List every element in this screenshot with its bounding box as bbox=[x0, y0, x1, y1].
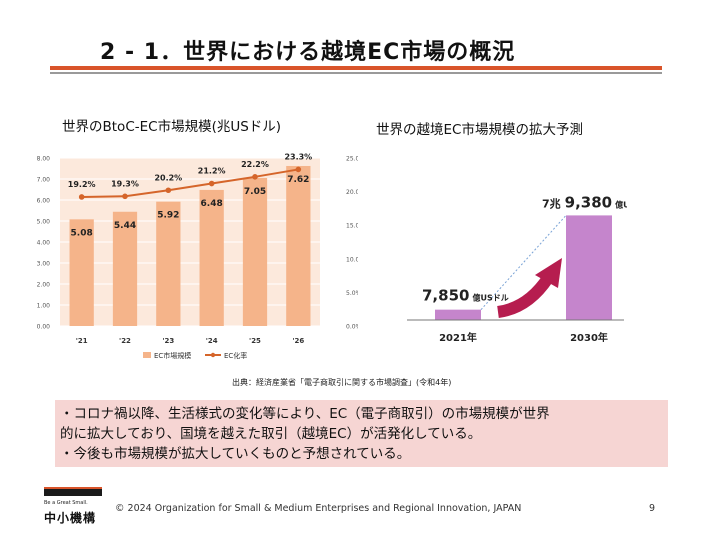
label-number: 7,850 bbox=[422, 287, 469, 305]
summary-box: ・コロナ禍以降、生活様式の変化等により、EC（電子商取引）の市場規模が世界 的に… bbox=[55, 400, 668, 467]
logo-bar bbox=[44, 487, 102, 496]
growth-arrow-head bbox=[535, 258, 562, 288]
bar-value-label: 7.62 bbox=[287, 175, 309, 185]
bar-value-label: 5.92 bbox=[157, 211, 179, 221]
logo-tagline: Be a Great Small. bbox=[44, 500, 88, 506]
bar-ec-market bbox=[156, 201, 181, 326]
y-tick-label: 4.00 bbox=[37, 240, 51, 247]
forecast-label-2030: 7兆 9,380億USドル bbox=[542, 193, 627, 211]
ec-ratio-label: 22.2% bbox=[241, 160, 269, 169]
bar-ec-market bbox=[199, 189, 224, 326]
page-number: 9 bbox=[649, 503, 656, 514]
y2-tick-label: 10.0% bbox=[346, 256, 358, 263]
forecast-bar bbox=[435, 309, 481, 320]
bar-ec-market bbox=[242, 177, 268, 326]
title-rule-accent bbox=[50, 66, 662, 70]
copyright-text: © 2024 Organization for Small & Medium E… bbox=[115, 503, 522, 514]
ec-ratio-point bbox=[122, 193, 128, 200]
x-tick-label: '22 bbox=[119, 337, 131, 345]
title-rule-gray bbox=[50, 72, 662, 74]
y-tick-label: 8.00 bbox=[37, 156, 51, 163]
x-tick-label: '26 bbox=[292, 337, 304, 345]
legend-bar-label: EC市場規模 bbox=[154, 351, 191, 360]
bar-ec-market bbox=[286, 165, 311, 326]
label-unit: 億USドル bbox=[472, 293, 508, 303]
x-tick-label: '25 bbox=[249, 337, 261, 345]
ec-ratio-label: 21.2% bbox=[198, 167, 226, 176]
y-tick-label: 0.00 bbox=[37, 324, 51, 331]
x-tick-label: '21 bbox=[76, 337, 88, 345]
label-prefix: 7兆 bbox=[542, 196, 561, 210]
forecast-x-label: 2021年 bbox=[439, 331, 477, 344]
bar-ec-market bbox=[112, 211, 138, 326]
organization-logo: Be a Great Small. 中小機構 bbox=[44, 487, 104, 527]
label-unit: 億USドル bbox=[615, 199, 627, 209]
btoc-ec-market-chart: 0.00 1.00 2.00 3.00 4.00 5.00 6.00 7.00 8.00 0.0%… bbox=[37, 152, 358, 360]
y-tick-label: 7.00 bbox=[37, 177, 51, 184]
ec-ratio-label: 23.3% bbox=[284, 152, 312, 161]
y-tick-label: 3.00 bbox=[37, 261, 51, 268]
trend-connector bbox=[480, 215, 567, 310]
y-tick-label: 5.00 bbox=[37, 219, 51, 226]
cross-border-chart-title: 世界の越境EC市場規模の拡大予測 bbox=[376, 122, 583, 138]
btoc-chart-title: 世界のBtoC-EC市場規模(兆USドル) bbox=[62, 119, 282, 135]
slide-title: 2 - 1．世界における越境EC市場の概況 bbox=[100, 40, 516, 65]
y-tick-label: 6.00 bbox=[37, 198, 51, 205]
bar-ec-market bbox=[69, 219, 94, 326]
logo-name: 中小機構 bbox=[44, 511, 97, 525]
summary-line-1: ・コロナ禍以降、生活様式の変化等により、EC（電子商取引）の市場規模が世界 bbox=[60, 406, 550, 422]
y2-tick-label: 0.0% bbox=[346, 324, 358, 331]
ec-ratio-point bbox=[165, 187, 172, 194]
x-tick-label: '23 bbox=[162, 337, 174, 345]
bar-value-label: 6.48 bbox=[201, 199, 223, 209]
forecast-bar bbox=[566, 215, 612, 320]
bar-value-label: 5.44 bbox=[114, 221, 136, 231]
ec-ratio-label: 19.3% bbox=[111, 179, 139, 188]
y2-tick-label: 20.0% bbox=[346, 189, 358, 196]
bar-value-label: 7.05 bbox=[244, 187, 266, 197]
ec-ratio-point bbox=[208, 180, 215, 187]
label-number: 9,380 bbox=[565, 193, 612, 211]
ec-ratio-label: 20.2% bbox=[154, 173, 182, 182]
legend-bar-swatch bbox=[143, 352, 151, 358]
y2-tick-label: 5.0% bbox=[346, 290, 358, 297]
forecast-x-label: 2030年 bbox=[570, 331, 608, 344]
y-tick-label: 1.00 bbox=[37, 303, 51, 310]
forecast-label-2021: 7,850 億USドル bbox=[422, 287, 509, 305]
legend-line-label: EC化率 bbox=[224, 351, 247, 360]
ec-ratio-point bbox=[78, 194, 85, 200]
y2-tick-label: 15.0% bbox=[346, 223, 358, 230]
summary-line-3: ・今後も市場規模が拡大していくものと予想されている。 bbox=[60, 446, 411, 462]
bar-value-label: 5.08 bbox=[71, 228, 93, 238]
summary-line-2: 的に拡大しており、国境を越えた取引（越境EC）が活発化している。 bbox=[60, 426, 482, 442]
ec-ratio-point bbox=[252, 174, 258, 180]
ec-ratio-line bbox=[81, 168, 299, 198]
y-tick-label: 2.00 bbox=[37, 282, 51, 289]
growth-arrow-shaft bbox=[496, 274, 553, 318]
ec-ratio-point bbox=[295, 166, 302, 173]
legend-line-marker bbox=[210, 352, 216, 358]
ec-ratio-label: 19.2% bbox=[68, 180, 96, 189]
y2-tick-label: 25.0% bbox=[346, 156, 358, 163]
source-note: 出典：経済産業省「電子商取引に関する市場調査」(令和4年) bbox=[232, 378, 452, 387]
x-tick-label: '24 bbox=[206, 337, 218, 345]
